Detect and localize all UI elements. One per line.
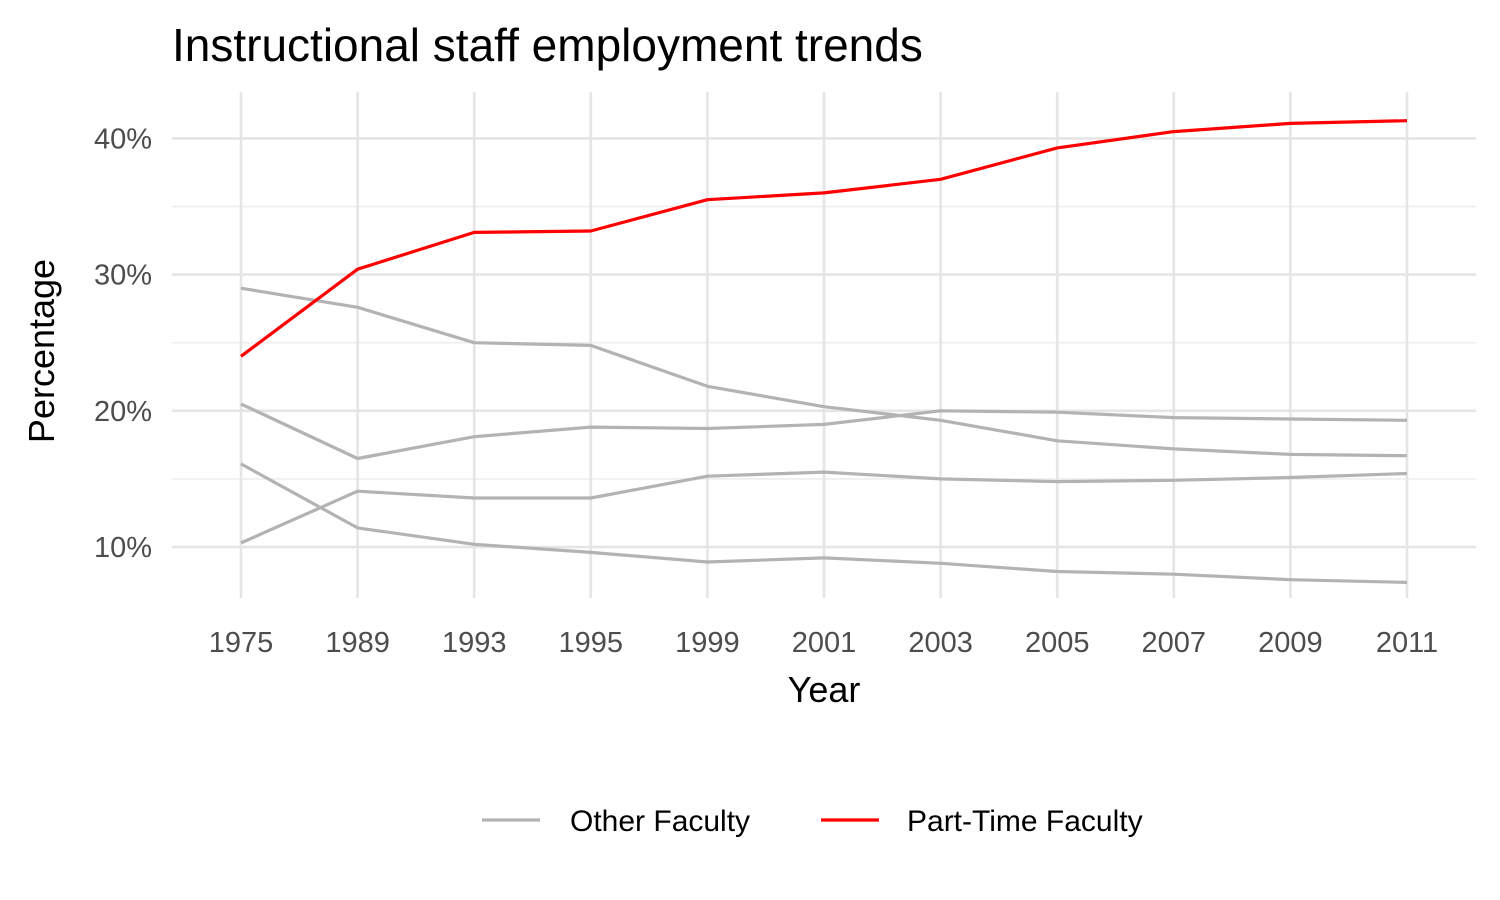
other-faculty-line (240, 286, 1408, 458)
series-lines (240, 119, 1408, 584)
y-tick-label: 10% (94, 532, 152, 564)
x-tick-label: 2003 (908, 627, 973, 659)
x-axis-title: Year (788, 669, 861, 710)
legend-label-part-time-faculty: Part-Time Faculty (907, 805, 1143, 838)
x-tick-label: 2001 (792, 627, 857, 659)
part-time-faculty-line (240, 119, 1408, 358)
gridlines (172, 92, 1476, 598)
x-tick-label: 1995 (559, 627, 624, 659)
x-tick-label: 2007 (1142, 627, 1207, 659)
y-tick-label: 20% (94, 396, 152, 428)
legend: Other Faculty Part-Time Faculty (482, 805, 1143, 838)
y-axis-title: Percentage (21, 259, 62, 443)
chart-title: Instructional staff employment trends (172, 19, 923, 71)
y-axis-ticks: 10% 20% 30% 40% (94, 123, 152, 564)
y-tick-label: 30% (94, 260, 152, 292)
other-faculty-line (240, 470, 1408, 545)
x-tick-label: 2009 (1258, 627, 1323, 659)
other-faculty-line (240, 402, 1408, 461)
x-tick-label: 1999 (675, 627, 740, 659)
x-tick-label: 1989 (325, 627, 390, 659)
x-tick-label: 1975 (209, 627, 274, 659)
x-tick-label: 2005 (1025, 627, 1090, 659)
x-axis-ticks: 1975 1989 1993 1995 1999 2001 2003 2005 2007 2009… (209, 627, 1438, 659)
x-tick-label: 1993 (442, 627, 507, 659)
x-tick-label: 2011 (1376, 627, 1438, 659)
legend-label-other-faculty: Other Faculty (570, 805, 750, 838)
y-tick-label: 40% (94, 123, 152, 155)
other-faculty-line (240, 462, 1408, 584)
